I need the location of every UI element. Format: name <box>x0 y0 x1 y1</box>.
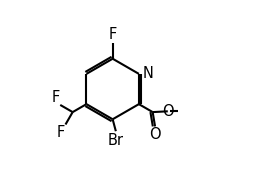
Text: N: N <box>143 66 154 81</box>
Text: O: O <box>162 104 174 119</box>
Text: O: O <box>149 127 161 142</box>
Text: F: F <box>108 27 117 42</box>
Text: F: F <box>56 125 65 140</box>
Text: Br: Br <box>108 133 124 148</box>
Text: F: F <box>51 90 59 105</box>
